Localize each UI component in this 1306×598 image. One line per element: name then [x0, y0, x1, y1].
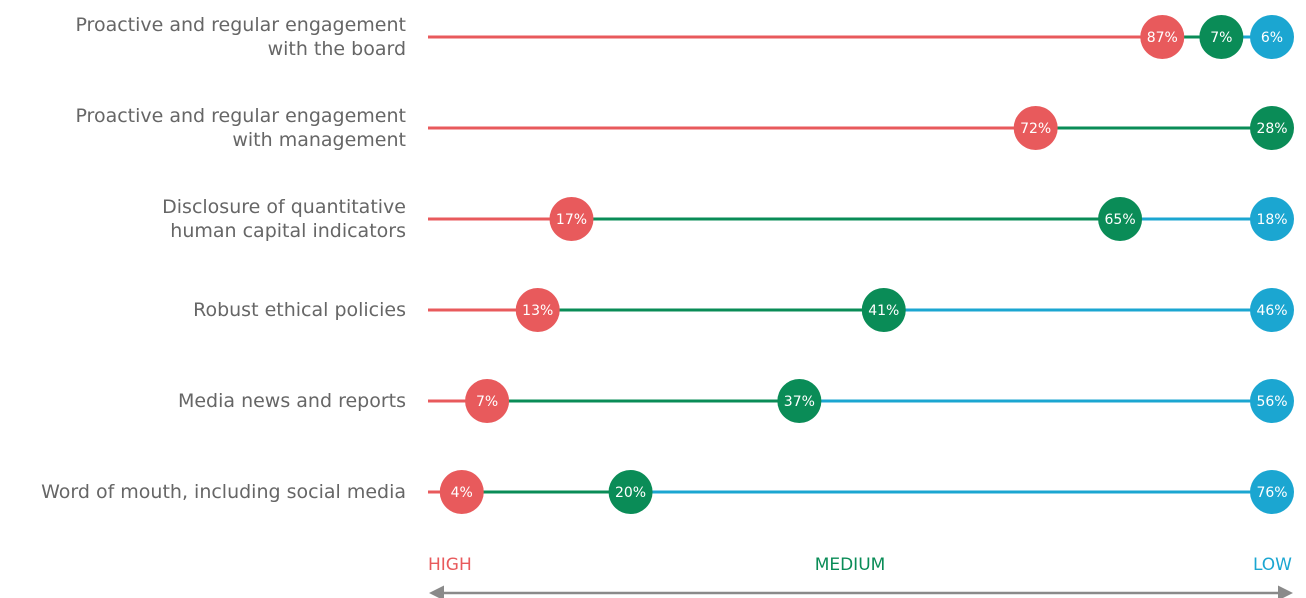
value-label: 6%	[1261, 30, 1283, 46]
value-label: 41%	[868, 303, 899, 319]
dot	[1013, 106, 1058, 150]
dot	[861, 288, 906, 332]
scale-label: LOW	[1253, 555, 1292, 575]
value-label: 46%	[1256, 303, 1287, 319]
dot	[1098, 197, 1143, 241]
value-label: 20%	[615, 485, 646, 501]
scale-label: HIGH	[428, 555, 472, 575]
dot	[439, 470, 484, 514]
value-label: 18%	[1256, 212, 1287, 228]
value-label: 72%	[1020, 121, 1051, 137]
category-label: Word of mouth, including social media	[41, 481, 406, 503]
dot	[549, 197, 594, 241]
dot	[1250, 106, 1294, 150]
value-label: 28%	[1256, 121, 1287, 137]
value-label: 13%	[522, 303, 553, 319]
value-label: 87%	[1147, 30, 1178, 46]
dot	[777, 379, 822, 423]
value-label: 7%	[1210, 30, 1232, 46]
dot	[1250, 470, 1294, 514]
dot	[1140, 15, 1185, 59]
dot	[515, 288, 560, 332]
category-label: Disclosure of quantitative human capital…	[162, 196, 406, 242]
dot	[1250, 15, 1294, 59]
category-label: Proactive and regular engagement with ma…	[75, 105, 406, 151]
dot	[608, 470, 653, 514]
value-label: 65%	[1105, 212, 1136, 228]
dot	[465, 379, 510, 423]
dot	[1250, 197, 1294, 241]
value-label: 56%	[1256, 394, 1287, 410]
value-label: 76%	[1256, 485, 1287, 501]
value-label: 17%	[556, 212, 587, 228]
scale-label: MEDIUM	[815, 555, 886, 575]
dot	[1250, 379, 1294, 423]
category-label: Proactive and regular engagement with th…	[75, 14, 406, 60]
dot	[1199, 15, 1244, 59]
category-label: Robust ethical policies	[193, 299, 406, 321]
dot	[1250, 288, 1294, 332]
value-label: 37%	[784, 394, 815, 410]
category-label: Media news and reports	[177, 390, 406, 412]
value-label: 4%	[451, 485, 473, 501]
value-label: 7%	[476, 394, 498, 410]
